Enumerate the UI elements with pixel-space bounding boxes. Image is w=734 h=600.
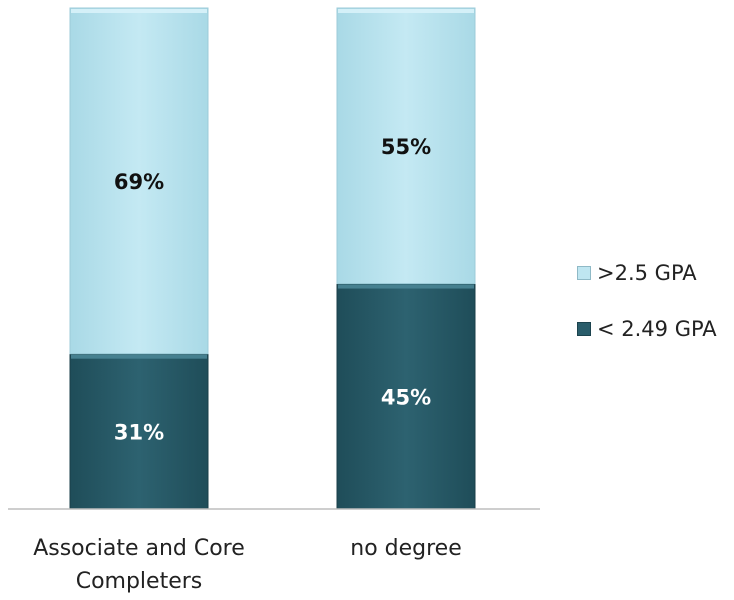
- bars-layer: 31% 69% 45% 55%: [69, 7, 476, 510]
- data-label-low-gpa-0: 31%: [114, 420, 164, 444]
- legend-swatch-low-gpa: [577, 322, 591, 336]
- data-label-high-gpa-1: 55%: [381, 135, 431, 159]
- bar-low-gpa-1: [336, 283, 476, 510]
- legend: >2.5 GPA < 2.49 GPA: [577, 258, 717, 370]
- category-label-line: Associate and Core: [33, 536, 245, 561]
- data-label-high-gpa-0: 69%: [114, 170, 164, 194]
- category-label-line: Completers: [75, 569, 203, 594]
- legend-label-high-gpa: >2.5 GPA: [597, 261, 697, 285]
- legend-item-low-gpa: < 2.49 GPA: [577, 314, 717, 344]
- bar-bevel-low-gpa-0: [71, 354, 207, 359]
- data-label-low-gpa-1: 45%: [381, 385, 431, 409]
- bar-bevel-low-gpa-1: [338, 284, 474, 289]
- bar-high-gpa-0: [69, 7, 209, 355]
- legend-label-low-gpa: < 2.49 GPA: [597, 317, 717, 341]
- category-label-0: Associate and Core Completers: [9, 532, 269, 598]
- bar-bevel-high-gpa-0: [71, 9, 207, 13]
- legend-item-high-gpa: >2.5 GPA: [577, 258, 717, 288]
- category-label-1: no degree: [276, 532, 536, 565]
- legend-swatch-high-gpa: [577, 266, 591, 280]
- category-label-line: no degree: [350, 536, 462, 561]
- bar-bevel-high-gpa-1: [338, 9, 474, 13]
- bar-low-gpa-0: [69, 353, 209, 510]
- bar-high-gpa-1: [336, 7, 476, 285]
